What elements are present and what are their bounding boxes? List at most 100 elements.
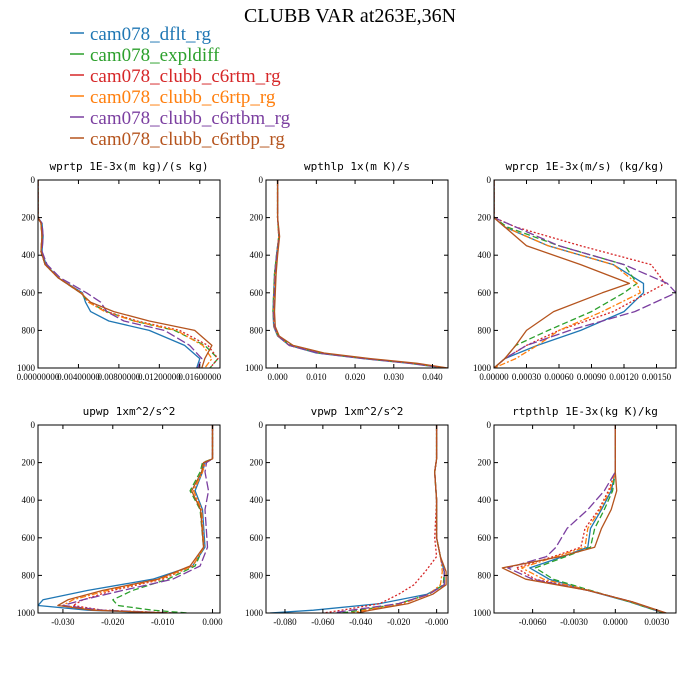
y-tick-label: 1000 xyxy=(17,608,36,618)
y-tick-label: 800 xyxy=(478,570,492,580)
y-tick-label: 400 xyxy=(478,495,492,505)
x-tick-label: 0.000 xyxy=(202,617,223,627)
series-line xyxy=(57,425,214,613)
x-tick-label: 0.00150 xyxy=(642,372,672,382)
series-line xyxy=(332,425,445,613)
y-tick-label: 200 xyxy=(22,458,36,468)
y-tick-label: 1000 xyxy=(245,363,264,373)
series-group xyxy=(501,425,667,613)
y-tick-label: 0 xyxy=(259,420,264,430)
series-line xyxy=(38,180,201,368)
x-tick-label: 0.0030 xyxy=(644,617,669,627)
legend: cam078_dflt_rgcam078_expldiffcam078_club… xyxy=(70,24,291,150)
y-tick-label: 800 xyxy=(250,570,264,580)
panel-title: vpwp 1xm^2/s^2 xyxy=(311,405,404,418)
chart-panel: vpwp 1xm^2/s^2 0 200 400 600 800 1000 -0.080 -0.… xyxy=(245,405,449,627)
series-line xyxy=(507,425,666,613)
panel-title: wpthlp 1x(m K)/s xyxy=(304,160,410,173)
x-tick-label: 0.000 xyxy=(267,372,288,382)
x-tick-label: 0.020 xyxy=(345,372,366,382)
x-tick-label: 0.00400000 xyxy=(57,372,100,382)
y-tick-label: 400 xyxy=(250,495,264,505)
series-line xyxy=(351,425,443,613)
y-tick-label: 200 xyxy=(250,458,264,468)
y-tick-label: 1000 xyxy=(245,608,264,618)
plot-frame xyxy=(37,424,221,614)
y-tick-label: 0 xyxy=(487,175,492,185)
x-tick-label: 0.00000 xyxy=(479,372,509,382)
plot-frame xyxy=(37,179,221,369)
y-tick-label: 600 xyxy=(478,533,492,543)
series-line xyxy=(494,180,631,368)
y-tick-label: 0 xyxy=(31,175,36,185)
x-tick-label: -0.0030 xyxy=(560,617,588,627)
y-tick-label: 600 xyxy=(478,288,492,298)
legend-entry: cam078_expldiff xyxy=(90,45,220,66)
series-line xyxy=(272,180,447,368)
y-tick-label: 800 xyxy=(22,570,36,580)
x-tick-label: 0.00030 xyxy=(512,372,542,382)
y-tick-label: 600 xyxy=(250,288,264,298)
series-line xyxy=(341,425,445,613)
panel-title: rtpthlp 1E-3x(kg K)/kg xyxy=(512,405,658,418)
plot-frame xyxy=(265,424,449,614)
panel-title: wprcp 1E-3x(m/s) (kg/kg) xyxy=(506,160,665,173)
y-tick-label: 600 xyxy=(250,533,264,543)
y-tick-label: 600 xyxy=(22,288,36,298)
x-tick-label: 0.030 xyxy=(384,372,405,382)
x-tick-label: 0.010 xyxy=(306,372,327,382)
chart-panel: rtpthlp 1E-3x(kg K)/kg 0 200 400 600 800 1000 -… xyxy=(473,405,677,627)
series-line xyxy=(269,425,445,613)
y-tick-label: 200 xyxy=(250,213,264,223)
series-line xyxy=(273,180,448,368)
x-tick-label: -0.080 xyxy=(273,617,297,627)
series-line xyxy=(520,425,666,613)
x-tick-label: -0.030 xyxy=(51,617,75,627)
x-tick-label: 0.01600000 xyxy=(178,372,221,382)
legend-entry: cam078_clubb_c6rtm_rg xyxy=(90,66,281,87)
y-tick-label: 800 xyxy=(22,325,36,335)
y-tick-label: 1000 xyxy=(17,363,36,373)
y-tick-label: 0 xyxy=(259,175,264,185)
y-tick-label: 0 xyxy=(487,420,492,430)
x-tick-label: 0.00090 xyxy=(577,372,607,382)
y-tick-label: 200 xyxy=(478,458,492,468)
legend-entry: cam078_clubb_c6rtbm_rg xyxy=(90,108,291,129)
series-line xyxy=(515,425,666,613)
y-tick-label: 800 xyxy=(478,325,492,335)
plot-frame xyxy=(265,179,449,369)
x-tick-label: 0.00120 xyxy=(609,372,639,382)
x-tick-label: 0.00800000 xyxy=(98,372,141,382)
series-group xyxy=(494,180,676,368)
y-tick-label: 400 xyxy=(22,250,36,260)
x-tick-label: 0.0000 xyxy=(603,617,628,627)
x-tick-label: -0.010 xyxy=(151,617,175,627)
y-tick-label: 200 xyxy=(22,213,36,223)
y-tick-label: 1000 xyxy=(473,363,492,373)
x-tick-label: 0.00000000 xyxy=(17,372,60,382)
y-tick-label: 800 xyxy=(250,325,264,335)
chart-panel: wprtp 1E-3x(m kg)/(s kg) 0 200 400 600 800 100… xyxy=(17,160,222,382)
series-line xyxy=(38,180,219,368)
legend-entry: cam078_clubb_c6rtbp_rg xyxy=(90,129,285,150)
series-line xyxy=(112,425,214,613)
chart-panel: wprcp 1E-3x(m/s) (kg/kg) 0 200 400 600 800 100… xyxy=(473,160,677,382)
chart-panel: upwp 1xm^2/s^2 0 200 400 600 800 1000 -0.030 -0.… xyxy=(17,405,223,627)
series-line xyxy=(501,425,667,613)
x-tick-label: 0.00060 xyxy=(544,372,574,382)
series-group xyxy=(38,180,219,368)
series-line xyxy=(322,425,438,613)
series-line xyxy=(272,180,447,368)
series-line xyxy=(62,425,214,613)
series-line xyxy=(494,180,645,368)
x-tick-label: -0.060 xyxy=(311,617,335,627)
series-line xyxy=(72,425,214,613)
series-line xyxy=(494,180,676,368)
series-line xyxy=(529,425,664,613)
series-line xyxy=(272,180,445,368)
series-line xyxy=(38,180,219,368)
x-tick-label: -0.020 xyxy=(101,617,125,627)
series-group xyxy=(38,425,214,613)
